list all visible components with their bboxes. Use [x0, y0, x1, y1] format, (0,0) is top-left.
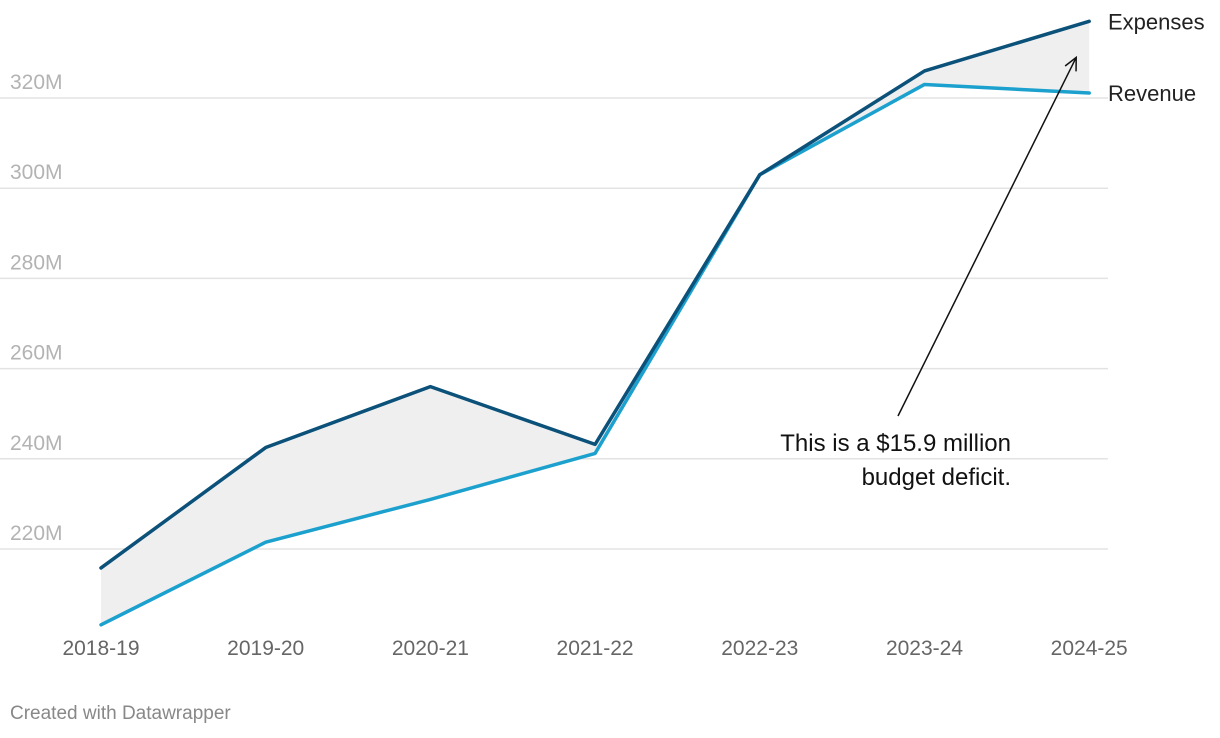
x-tick-label: 2023-24	[886, 637, 963, 660]
x-tick-label: 2020-21	[392, 637, 469, 660]
series-labels: Expenses Revenue	[1108, 9, 1205, 106]
y-tick-label: 300M	[10, 161, 63, 184]
y-tick-label: 220M	[10, 522, 63, 545]
gridlines	[0, 97, 1108, 550]
y-tick-label: 260M	[10, 342, 63, 365]
annotation-arrowhead	[1064, 55, 1077, 72]
x-axis-tick-labels: 2018-19 2019-20 2020-21 2021-22 2022-23 2023-…	[62, 637, 1127, 660]
deficit-annotation: This is a $15.9 million budget deficit.	[780, 55, 1077, 491]
x-tick-label: 2022-23	[721, 637, 798, 660]
series-label-expenses: Expenses	[1108, 9, 1205, 34]
annotation-text: budget deficit.	[862, 464, 1011, 491]
y-tick-label: 280M	[10, 251, 63, 274]
y-axis-tick-labels: 220M 240M 260M 280M 300M 320M	[10, 71, 63, 545]
x-tick-label: 2019-20	[227, 637, 304, 660]
series-line-expenses	[99, 19, 1091, 570]
x-tick-label: 2024-25	[1051, 637, 1128, 660]
x-tick-label: 2018-19	[62, 637, 139, 660]
series-lines	[99, 19, 1091, 627]
series-label-revenue: Revenue	[1108, 81, 1196, 106]
footer-credit: Created with Datawrapper	[10, 703, 231, 724]
y-tick-label: 320M	[10, 71, 63, 94]
y-tick-label: 240M	[10, 432, 63, 455]
annotation-text: This is a $15.9 million	[780, 430, 1011, 457]
x-tick-label: 2021-22	[557, 637, 634, 660]
series-line-revenue	[99, 82, 1091, 627]
deficit-area	[101, 21, 1090, 625]
annotation-arrow	[897, 57, 1077, 417]
